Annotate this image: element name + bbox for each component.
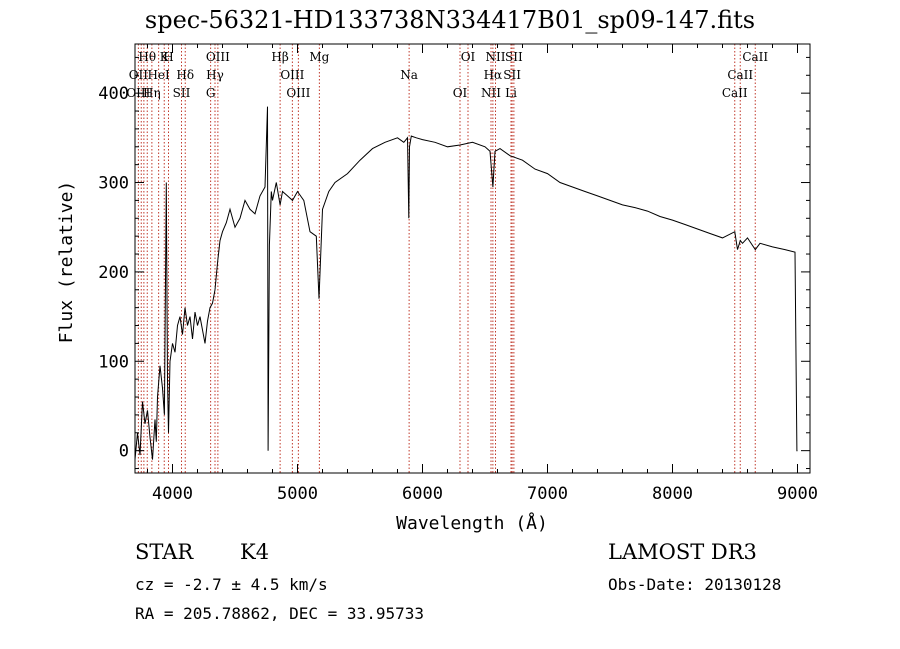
survey-name: LAMOST DR3 [608,540,757,564]
line-label: Na [400,68,418,82]
line-label: Hα [484,68,503,82]
line-label: SII [173,86,191,100]
x-axis: 4000 5000 6000 7000 8000 9000 [147,44,818,504]
line-label: SII [505,50,523,64]
y-axis-label: Flux (relative) [56,181,77,344]
line-label: K [160,50,170,64]
x-tick-label: 6000 [402,484,443,504]
line-label: Mg [309,50,329,64]
line-label: OI [453,86,468,100]
line-label: Hη [143,86,161,100]
object-class: STAR [135,540,194,564]
x-tick-label: 4000 [152,484,193,504]
line-label: CaII [742,50,768,64]
emission-line-markers [137,44,756,473]
line-label: OI [461,50,476,64]
x-axis-label: Wavelength (Å) [396,512,548,534]
x-tick-label: 8000 [652,484,693,504]
line-label: NII [486,50,506,64]
y-tick-label: 200 [98,263,129,283]
x-tick-label: 5000 [277,484,318,504]
y-tick-label: 400 [98,84,129,104]
x-tick-label: 9000 [777,484,818,504]
line-label: OIII [280,68,304,82]
line-label: CaII [722,86,748,100]
line-label: Hβ [271,50,288,64]
line-label: HeI [147,68,170,82]
line-label: Hγ [206,68,224,82]
line-label: H [163,50,173,64]
y-tick-label: 100 [98,352,129,372]
observation-date: Obs-Date: 20130128 [608,575,782,594]
chart-title: spec-56321-HD133738N334417B01_sp09-147.f… [144,6,756,34]
line-label: NII [481,86,501,100]
redshift-cz: cz = -2.7 ± 4.5 km/s [135,575,328,594]
line-labels: HθOIIOIIIKHeIHηHHδSIIOIIIHγGHβOIIIOIIIMg… [126,50,768,100]
line-label: Hθ [138,50,156,64]
line-label: Hδ [176,68,194,82]
object-subclass: K4 [240,540,270,564]
line-label: OIII [286,86,310,100]
line-label: SII [503,68,521,82]
line-label: CaII [727,68,753,82]
line-label: G [206,86,216,100]
x-tick-label: 7000 [527,484,568,504]
line-label: OIII [206,50,230,64]
y-tick-label: 0 [119,442,129,462]
y-tick-label: 300 [98,174,129,194]
line-label: Li [505,86,517,100]
spectrum-line [134,106,798,460]
coordinates: RA = 205.78862, DEC = 33.95733 [135,604,424,623]
y-axis: 0 100 200 300 400 [98,56,810,470]
plot-frame [134,43,811,474]
